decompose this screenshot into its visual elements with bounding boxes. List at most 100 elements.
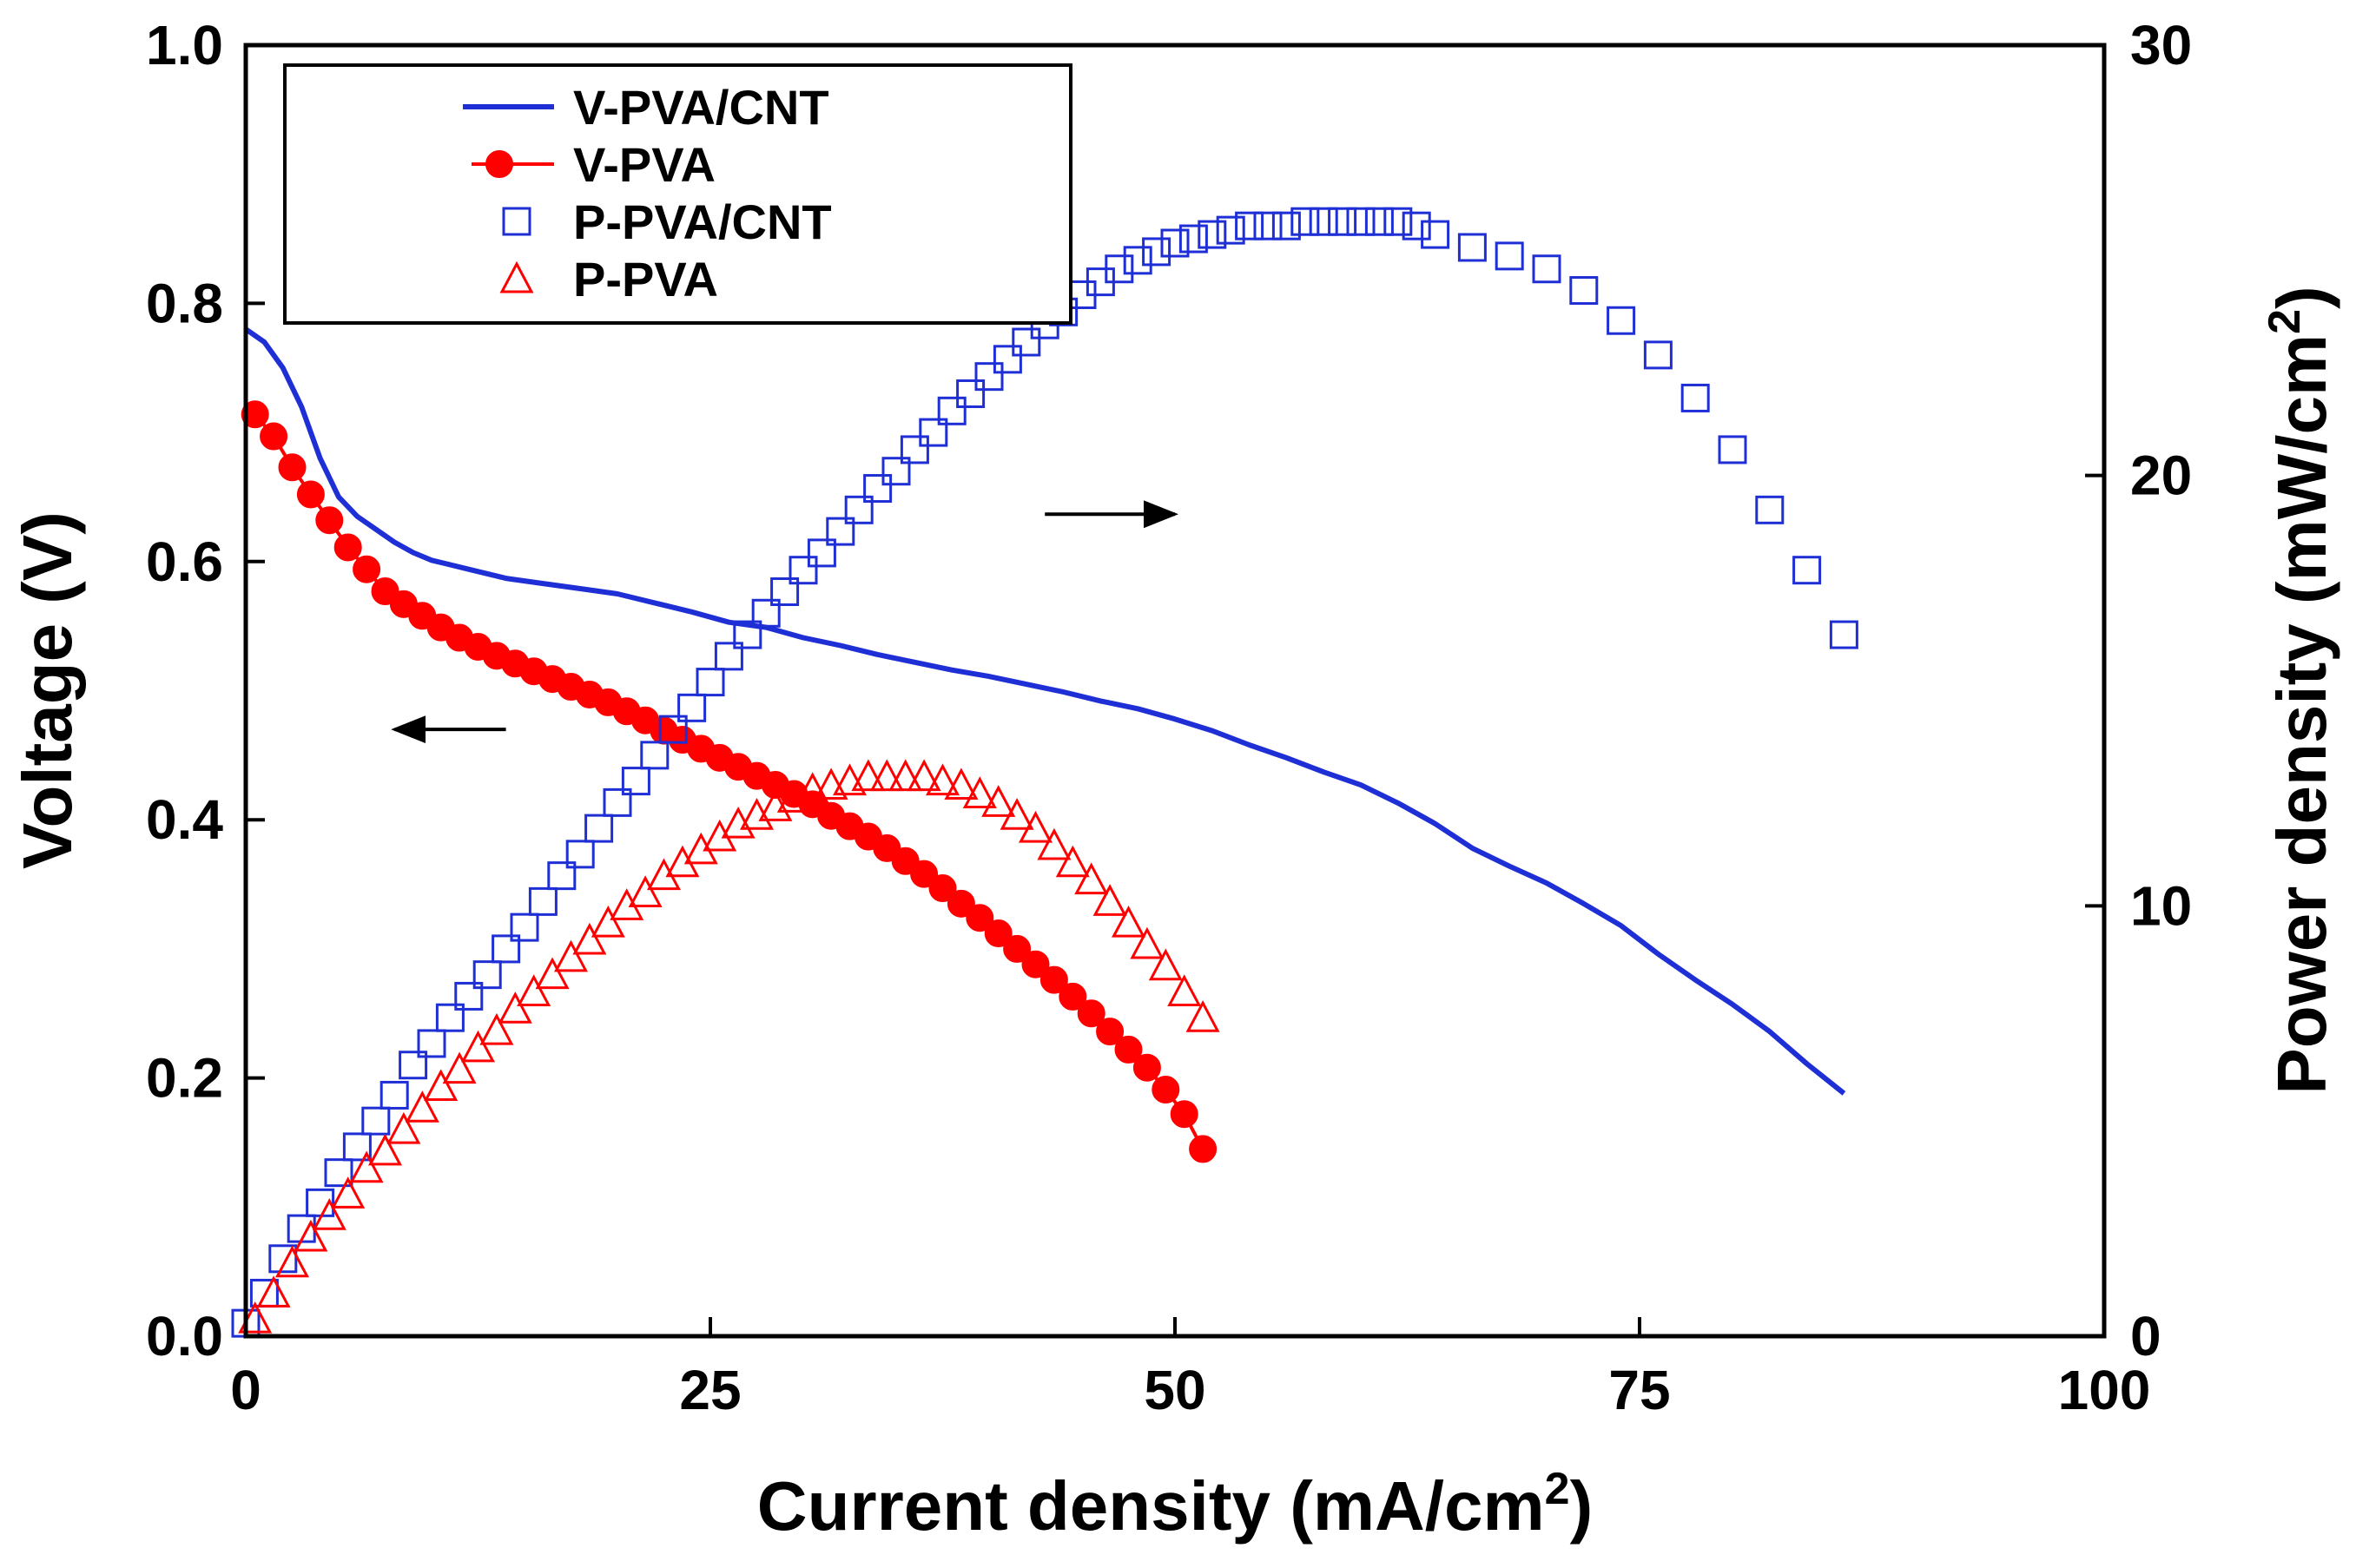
data-point [1364,207,1394,236]
data-point [1198,220,1227,249]
plot-area [231,207,1858,1338]
x-axis-title: Current density (mA/cm2) [757,1464,1593,1545]
data-point [1123,246,1152,275]
data-point [795,772,830,805]
series-v-pva-cnt [244,326,1846,1096]
data-point [333,533,362,562]
data-point [1148,948,1183,981]
data-point [510,912,539,942]
data-point [1092,884,1127,916]
data-point [826,517,855,546]
data-point [621,767,650,796]
series-p-pva-cnt [231,207,1858,1338]
data-point [1792,556,1822,585]
data-point [1328,207,1357,236]
y2-tick-label: 30 [2130,14,2192,76]
data-point [554,939,588,972]
data-point [1607,306,1636,335]
data-point [851,759,886,792]
data-point [1421,220,1450,249]
y-tick-label: 0.0 [146,1305,223,1367]
series-p-pva [238,759,1220,1334]
data-point [349,1150,384,1183]
data-point [1253,211,1283,240]
y-axis-title: Voltage (V) [9,511,86,869]
data-point [696,668,725,697]
data-point [888,759,923,792]
data-point [1569,276,1599,306]
x-axis-title-end: ) [1570,1467,1594,1545]
data-point [900,435,929,464]
data-point [1290,207,1320,236]
data-point [565,840,595,869]
data-point [353,555,381,583]
data-point [435,1003,465,1032]
data-point [814,768,848,800]
data-point [442,1051,477,1084]
series-line [244,326,1846,1096]
y2-axis-title: Power density (mW/cm2) [2260,286,2340,1094]
y-tick-label: 0.2 [146,1047,223,1110]
legend-label: V-PVA [573,137,716,192]
data-point [1680,383,1710,412]
data-point [547,861,577,891]
data-point [405,1090,439,1123]
series-v-pva [241,400,1218,1163]
x-tick-label: 0 [230,1359,261,1421]
legend-item: V-PVA [472,137,716,192]
data-point [833,763,867,796]
data-point [417,1029,446,1058]
data-point [1309,207,1338,236]
data-point [628,875,663,907]
series-layer [231,207,1858,1338]
data-point [1643,340,1673,370]
x-tick-label: 50 [1144,1359,1205,1421]
data-point [1402,211,1431,240]
data-point [324,1158,353,1188]
data-point [1105,254,1134,284]
data-point [1495,241,1524,271]
data-point [928,874,957,903]
data-point [260,422,288,451]
x-tick-label: 25 [679,1359,741,1421]
data-point [472,960,502,990]
legend-swatch [502,207,531,236]
data-point [1130,926,1165,959]
data-point [789,556,818,585]
data-point [1000,798,1034,830]
data-point [1829,620,1858,649]
data-point [910,860,939,888]
data-point [881,457,911,486]
data-point [1170,1100,1198,1129]
data-point [751,598,781,628]
data-point [591,905,625,938]
data-point [572,922,607,955]
data-point [907,759,941,792]
data-point [640,741,670,770]
data-point [461,1030,495,1063]
data-point [677,693,707,722]
y2-axis-title-main: Power density (mW/cm [2263,334,2340,1095]
legend-label: V-PVA/CNT [573,80,829,135]
data-point [919,418,948,447]
data-point [342,1132,372,1162]
data-point [312,1198,346,1230]
data-point [1185,1000,1220,1032]
data-point [1096,1018,1125,1046]
y2-axis-title-sup: 2 [2260,309,2310,334]
data-point [770,576,800,606]
data-point [399,1051,428,1080]
data-point [256,1275,291,1308]
data-point [1012,327,1041,357]
data-point [1037,827,1072,860]
data-point [1039,965,1068,994]
data-point [1019,810,1053,843]
y-tick-label: 0.6 [146,530,223,593]
data-point [956,379,986,408]
y2-axis-ticks: 0 10 20 30 [2085,14,2192,1367]
data-point [1114,1035,1143,1064]
y-tick-label: 0.4 [146,788,223,851]
data-point [241,400,269,429]
data-point [1132,1053,1161,1082]
x-tick-label: 75 [1608,1359,1670,1421]
